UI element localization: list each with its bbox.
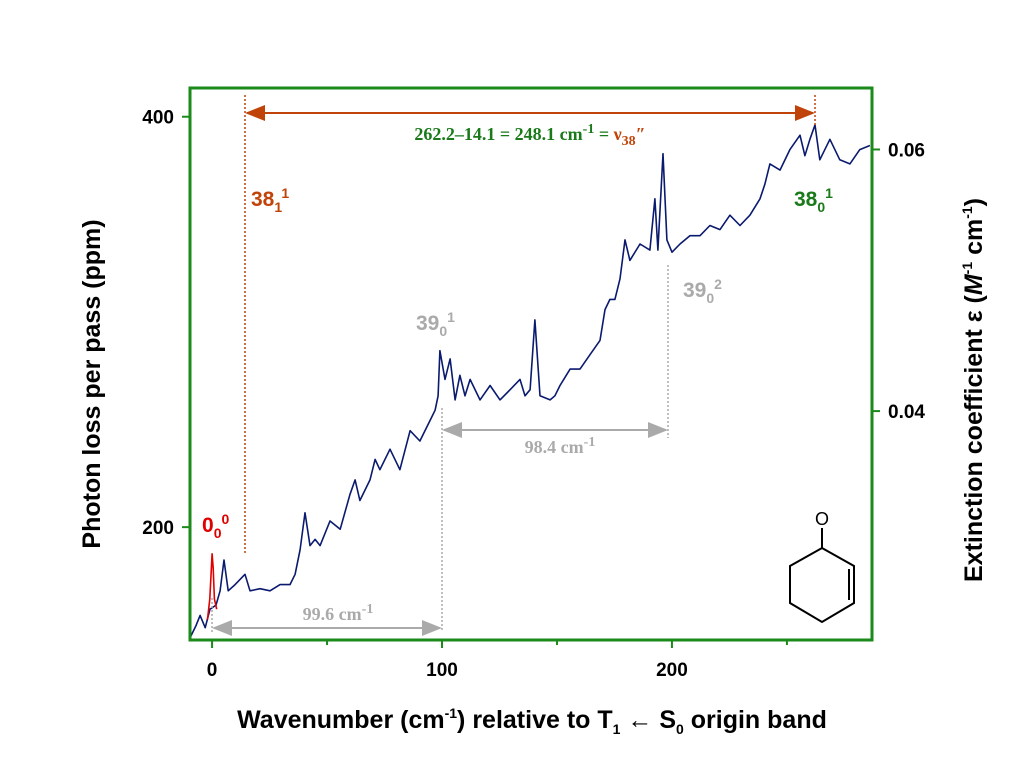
- y-tick-label: 200: [142, 518, 174, 539]
- atom-label: O: [815, 509, 829, 529]
- annotation: 3901: [416, 309, 455, 339]
- annotation: 000: [202, 511, 229, 541]
- annotation: 99.6 cm-1: [303, 602, 374, 624]
- y2-tick-label: 0.04: [888, 402, 925, 423]
- x-tick-label: 0: [207, 660, 218, 681]
- y2-axis-label: Extinction coefficient ε (M-1 cm-1): [959, 198, 988, 582]
- x-tick-label: 200: [656, 660, 688, 681]
- plot-area: 0 100 200 200 400 0.04 0.06: [142, 86, 925, 681]
- y2-tick-label: 0.06: [888, 140, 925, 161]
- y-axis-label: Photon loss per pass (ppm): [78, 219, 106, 548]
- annotation: 262.2–14.1 = 248.1 cm-1 = ν38″: [414, 122, 645, 149]
- y-tick-label: 400: [142, 108, 174, 129]
- annotation: 3811: [251, 185, 289, 215]
- spectrum-line: [206, 553, 218, 620]
- annotation: 98.4 cm-1: [525, 435, 596, 457]
- guides: [211, 95, 816, 636]
- spectrum-line: [189, 124, 871, 639]
- annotation: 3902: [683, 276, 722, 306]
- annotation: 3801: [794, 185, 833, 215]
- x-axis-label: Wavenumber (cm-1) relative to T1 ← S0 or…: [237, 705, 827, 737]
- x-tick-label: 100: [426, 660, 458, 681]
- molecule: [789, 528, 855, 624]
- plot-frame: [188, 86, 874, 642]
